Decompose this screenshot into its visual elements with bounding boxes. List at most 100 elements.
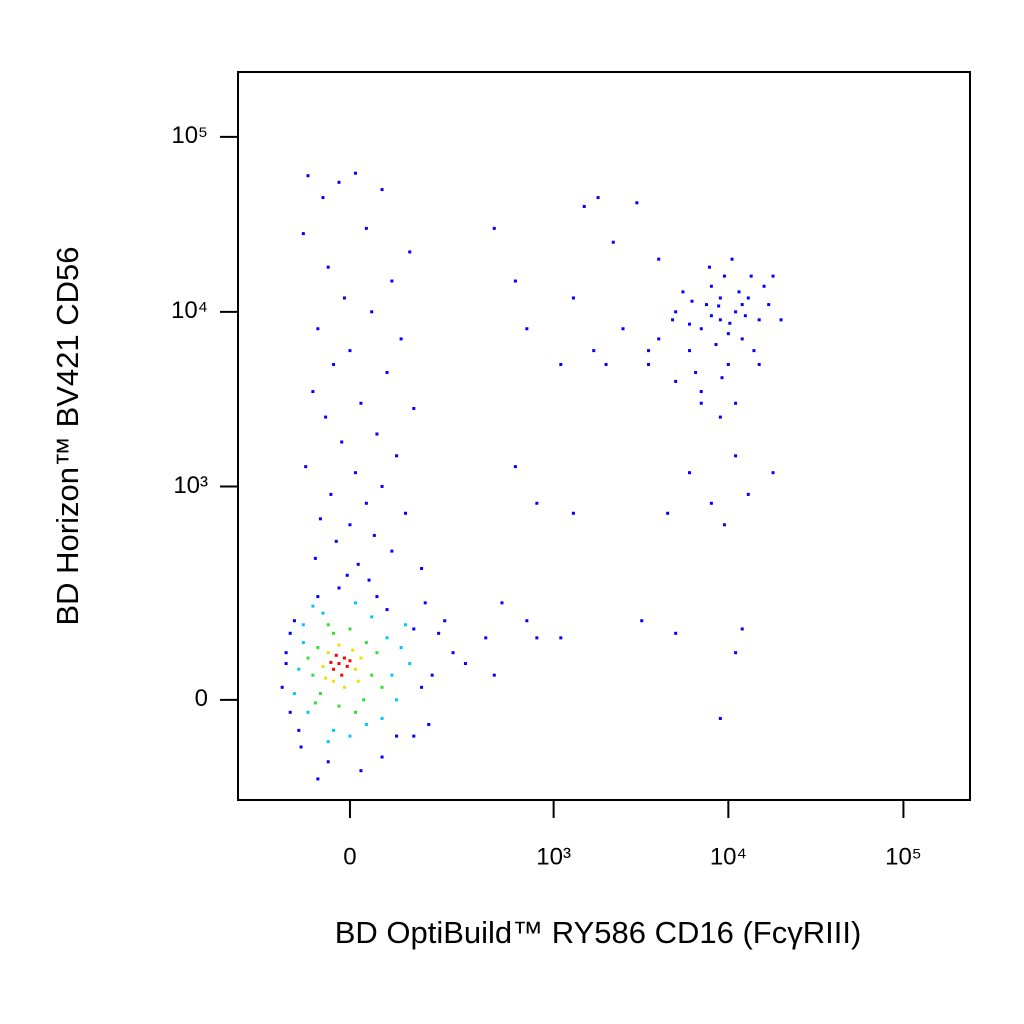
- data-point: [326, 740, 330, 744]
- data-point: [734, 454, 738, 458]
- data-point: [709, 284, 713, 288]
- data-point: [326, 651, 330, 655]
- data-point: [340, 440, 344, 444]
- data-point: [324, 676, 328, 680]
- data-point: [385, 608, 389, 612]
- data-point: [666, 511, 670, 515]
- data-point: [359, 769, 363, 773]
- data-point: [740, 627, 744, 631]
- data-point: [364, 226, 368, 230]
- data-point: [348, 734, 352, 738]
- data-point: [525, 619, 529, 623]
- data-point: [571, 296, 575, 300]
- data-point: [621, 327, 625, 331]
- data-point: [332, 679, 336, 683]
- data-point: [306, 656, 310, 660]
- data-point: [324, 415, 328, 419]
- data-point: [451, 651, 455, 655]
- data-point: [348, 523, 352, 527]
- data-point: [334, 653, 338, 657]
- data-point: [559, 636, 563, 640]
- data-point: [385, 370, 389, 374]
- data-point: [342, 296, 346, 300]
- data-point: [513, 465, 517, 469]
- data-point: [717, 304, 721, 308]
- data-point: [316, 327, 320, 331]
- data-point: [657, 257, 661, 261]
- data-point: [399, 646, 403, 650]
- data-point: [306, 710, 310, 714]
- data-point: [423, 601, 427, 605]
- data-point: [694, 370, 698, 374]
- data-point: [743, 314, 747, 318]
- data-point: [484, 636, 488, 640]
- data-point: [337, 662, 341, 666]
- data-point: [362, 698, 366, 702]
- plot-frame: [237, 71, 971, 801]
- data-point: [351, 648, 355, 652]
- data-point: [611, 240, 615, 244]
- data-point: [329, 492, 333, 496]
- data-point: [714, 343, 718, 347]
- data-point: [699, 401, 703, 405]
- data-point: [380, 685, 384, 689]
- data-point: [674, 310, 678, 314]
- data-point: [728, 321, 732, 325]
- data-point: [771, 471, 775, 475]
- data-point: [408, 662, 412, 666]
- data-point: [301, 641, 305, 645]
- data-point: [420, 567, 424, 571]
- data-point: [699, 327, 703, 331]
- data-point: [399, 337, 403, 341]
- data-point: [412, 734, 416, 738]
- data-point: [380, 188, 384, 192]
- data-point: [737, 290, 741, 294]
- y-tick-label: 10⁵: [171, 122, 208, 149]
- data-point: [674, 379, 678, 383]
- data-point: [326, 265, 330, 269]
- data-point: [340, 673, 344, 677]
- x-tick-label: 10⁵: [885, 843, 922, 870]
- data-point: [297, 667, 301, 671]
- data-point: [370, 673, 374, 677]
- x-tick-label: 10⁴: [710, 843, 747, 870]
- data-point: [370, 310, 374, 314]
- data-point: [688, 322, 692, 326]
- data-point: [390, 279, 394, 283]
- data-point: [582, 205, 586, 209]
- data-point: [342, 656, 346, 660]
- data-point: [284, 651, 288, 655]
- data-point: [592, 349, 596, 353]
- data-point: [288, 710, 292, 714]
- data-point: [699, 390, 703, 394]
- data-point: [704, 303, 708, 307]
- data-point: [779, 318, 783, 322]
- data-point: [326, 760, 330, 764]
- data-point: [297, 728, 301, 732]
- data-point: [367, 578, 371, 582]
- data-point: [674, 631, 678, 635]
- data-point: [372, 533, 376, 537]
- data-point: [571, 511, 575, 515]
- data-point: [671, 318, 675, 322]
- data-point: [757, 318, 761, 322]
- data-point: [640, 619, 644, 623]
- data-point: [353, 471, 357, 475]
- data-point: [525, 327, 529, 331]
- data-point: [752, 349, 756, 353]
- data-point: [726, 332, 730, 336]
- data-point: [720, 376, 724, 380]
- data-point: [718, 415, 722, 419]
- data-point: [318, 692, 322, 696]
- data-point: [709, 314, 713, 318]
- data-point: [332, 631, 336, 635]
- data-point: [647, 362, 651, 366]
- data-point: [380, 755, 384, 759]
- data-point: [722, 523, 726, 527]
- data-point: [348, 659, 352, 663]
- data-point: [353, 667, 357, 671]
- data-point: [734, 401, 738, 405]
- data-point: [292, 619, 296, 623]
- data-point: [348, 349, 352, 353]
